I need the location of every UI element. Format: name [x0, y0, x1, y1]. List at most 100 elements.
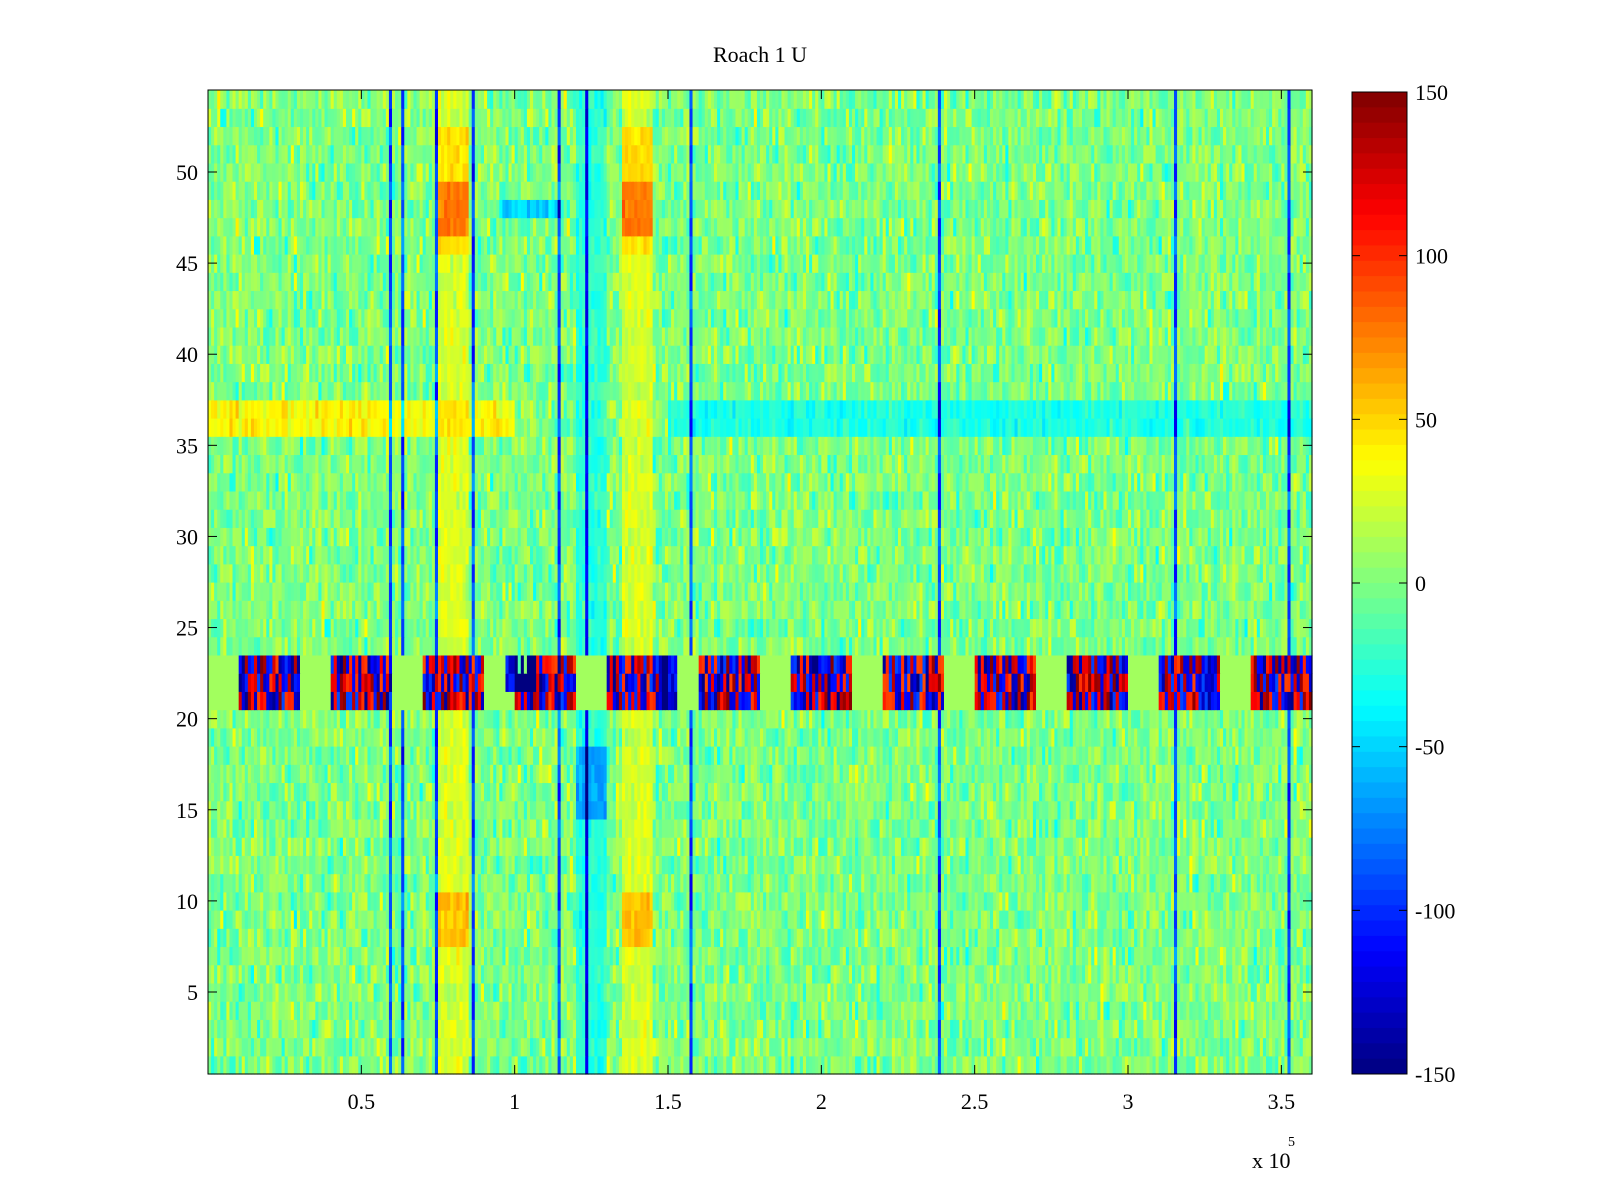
heatmap-cell [668, 1037, 672, 1057]
heatmap-cell [1272, 1037, 1276, 1057]
heatmap-cell [554, 1037, 559, 1057]
heatmap-cell [355, 1055, 359, 1075]
heatmap-cell [523, 1055, 528, 1075]
heatmap-cell [793, 1019, 798, 1039]
heatmap-cell [557, 1019, 562, 1039]
heatmap-cell [625, 1037, 629, 1057]
heatmap-cell [885, 1019, 890, 1039]
heatmap-cell [845, 1055, 850, 1075]
heatmap-cell [996, 1037, 1000, 1057]
heatmap-cell [1284, 1055, 1289, 1075]
heatmap-cell [628, 1037, 632, 1057]
heatmap-cell [855, 1055, 859, 1075]
heatmap-cell [720, 1019, 724, 1039]
heatmap-cell [1269, 1037, 1273, 1057]
chart-title: Roach 1 U [712, 42, 808, 67]
heatmap-cell [806, 1019, 810, 1039]
heatmap-cell [953, 1037, 957, 1057]
heatmap-cell [753, 1055, 758, 1075]
heatmap-cell [732, 1037, 737, 1057]
heatmap-cell [658, 1019, 663, 1039]
heatmap-cell [898, 1037, 902, 1057]
heatmap-cell [551, 1055, 556, 1075]
heatmap-cell [861, 1037, 865, 1057]
heatmap-cell [554, 1055, 559, 1075]
heatmap-cell [916, 1037, 921, 1057]
heatmap-cell [536, 1055, 540, 1075]
heatmap-cell [852, 1055, 856, 1075]
heatmap-cell [1088, 1037, 1092, 1057]
heatmap-cell [778, 1055, 783, 1075]
heatmap-cell [637, 1037, 641, 1057]
heatmap-cell [474, 1019, 479, 1039]
heatmap-cell [539, 1037, 543, 1057]
heatmap-cell [922, 1055, 927, 1075]
heatmap-cell [717, 1037, 721, 1057]
heatmap-cell [404, 1019, 408, 1039]
heatmap-cell [1278, 1019, 1282, 1039]
heatmap-cell [983, 1019, 988, 1039]
heatmap-cell [1296, 1019, 1301, 1039]
heatmap-cell [1305, 1037, 1310, 1057]
heatmap-cell [1045, 1019, 1049, 1039]
heatmap-cell [1072, 1037, 1077, 1057]
heatmap-cell [600, 1019, 605, 1039]
heatmap-cell [925, 1019, 930, 1039]
heatmap-cell [349, 1019, 353, 1039]
heatmap-cell [986, 1019, 991, 1039]
heatmap-cell [229, 1019, 234, 1039]
heatmap-cell [597, 1037, 602, 1057]
heatmap-cell [1158, 1019, 1163, 1039]
heatmap-cell [306, 1019, 310, 1039]
heatmap-cell [1216, 1055, 1221, 1075]
heatmap-cell [1167, 1019, 1172, 1039]
heatmap-cell [655, 1037, 660, 1057]
heatmap-cell [680, 1019, 684, 1039]
heatmap-cell [254, 1019, 258, 1039]
heatmap-cell [652, 1037, 657, 1057]
heatmap-cell [450, 1055, 454, 1075]
heatmap-cell [1247, 1037, 1252, 1057]
heatmap-cell [367, 1037, 372, 1057]
heatmap-cell [1223, 1019, 1227, 1039]
heatmap-cell [818, 1037, 822, 1057]
heatmap-cell [741, 1037, 746, 1057]
heatmap-cell [312, 1019, 316, 1039]
heatmap-cell [419, 1019, 424, 1039]
heatmap-cell [628, 1055, 632, 1075]
heatmap-cell [263, 1037, 267, 1057]
heatmap-cell [1057, 1055, 1062, 1075]
heatmap-cell [576, 1019, 580, 1039]
heatmap-cell [490, 1037, 494, 1057]
heatmap-cell [597, 1055, 602, 1075]
heatmap-cell [364, 1055, 369, 1075]
heatmap-cell [563, 1019, 568, 1039]
heatmap-cell [1220, 1037, 1224, 1057]
heatmap-cell [1060, 1019, 1065, 1039]
heatmap-cell [1278, 1037, 1282, 1057]
heatmap-cell [1051, 1055, 1055, 1075]
heatmap-cell [809, 1019, 813, 1039]
heatmap-cell [756, 1037, 761, 1057]
heatmap-cell [441, 1019, 445, 1039]
heatmap-cell [1121, 1037, 1126, 1057]
heatmap-cell [781, 1019, 786, 1039]
heatmap-cell [876, 1019, 881, 1039]
heatmap-cell [1128, 1055, 1132, 1075]
heatmap-cell [1189, 1037, 1193, 1057]
heatmap-cell [410, 1055, 415, 1075]
heatmap-cell [1238, 1019, 1243, 1039]
heatmap-cell [293, 1019, 298, 1039]
heatmap-cell [1115, 1037, 1120, 1057]
heatmap-cell [907, 1055, 911, 1075]
heatmap-cell [1180, 1037, 1184, 1057]
heatmap-cell [554, 1019, 559, 1039]
heatmap-cell [1183, 1019, 1187, 1039]
heatmap-cell [352, 1037, 356, 1057]
heatmap-cell [615, 1019, 620, 1039]
heatmap-cell [514, 1037, 519, 1057]
heatmap-cell [763, 1037, 767, 1057]
heatmap-cell [517, 1019, 522, 1039]
heatmap-cell [1143, 1019, 1147, 1039]
heatmap-cell [622, 1055, 626, 1075]
